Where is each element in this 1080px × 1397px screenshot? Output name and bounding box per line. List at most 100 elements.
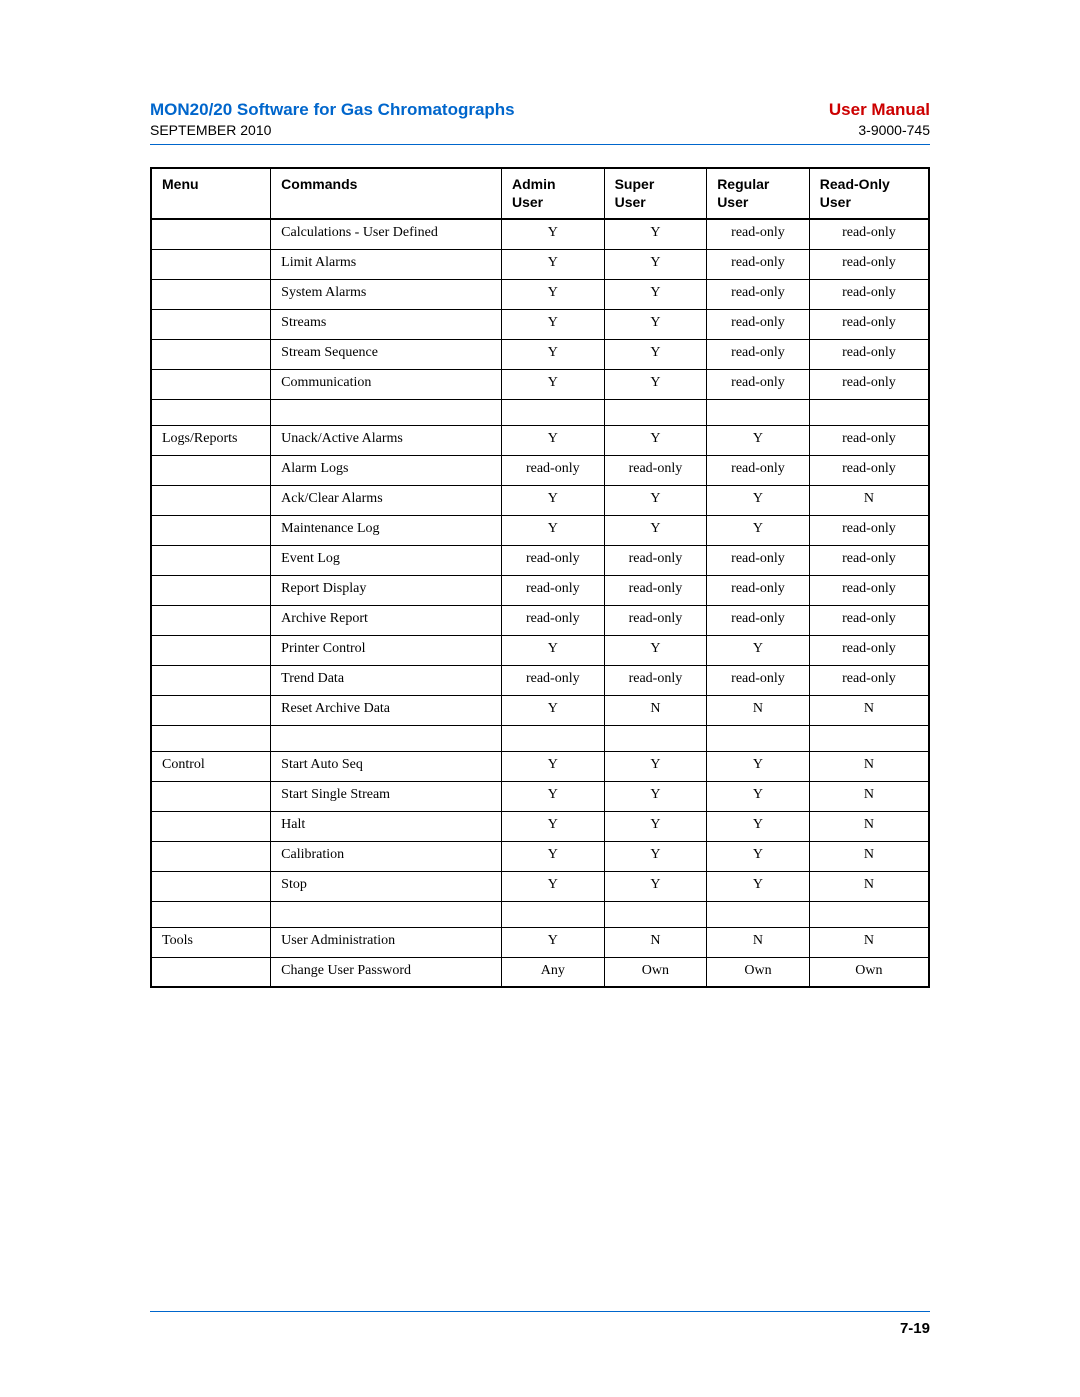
table-row: Reset Archive DataYNNN — [151, 695, 929, 725]
command-cell: System Alarms — [271, 279, 502, 309]
super-cell: read-only — [604, 605, 707, 635]
spacer-cell — [502, 399, 605, 425]
command-cell: Stop — [271, 871, 502, 901]
regular-cell: Y — [707, 781, 810, 811]
regular-cell: read-only — [707, 545, 810, 575]
command-cell: Start Single Stream — [271, 781, 502, 811]
readonly-cell: N — [809, 927, 929, 957]
sub-header-row: SEPTEMBER 2010 3-9000-745 — [150, 122, 930, 145]
spacer-cell — [707, 901, 810, 927]
admin-cell: Any — [502, 957, 605, 987]
readonly-cell: read-only — [809, 515, 929, 545]
col-admin-user: AdminUser — [502, 168, 605, 219]
super-cell: Y — [604, 369, 707, 399]
menu-cell — [151, 575, 271, 605]
spacer-cell — [151, 725, 271, 751]
spacer-cell — [707, 725, 810, 751]
readonly-cell: N — [809, 751, 929, 781]
menu-cell — [151, 811, 271, 841]
super-cell: Y — [604, 249, 707, 279]
readonly-cell: read-only — [809, 219, 929, 249]
admin-cell: Y — [502, 871, 605, 901]
doc-title: MON20/20 Software for Gas Chromatographs — [150, 100, 515, 120]
menu-cell — [151, 219, 271, 249]
permissions-table: Menu Commands AdminUser SuperUser Regula… — [150, 167, 930, 988]
readonly-cell: read-only — [809, 369, 929, 399]
admin-cell: Y — [502, 425, 605, 455]
admin-cell: read-only — [502, 575, 605, 605]
admin-cell: Y — [502, 635, 605, 665]
spacer-cell — [707, 399, 810, 425]
menu-cell: Logs/Reports — [151, 425, 271, 455]
readonly-cell: read-only — [809, 545, 929, 575]
table-row: StopYYYN — [151, 871, 929, 901]
command-cell: Report Display — [271, 575, 502, 605]
regular-cell: Y — [707, 841, 810, 871]
menu-cell — [151, 545, 271, 575]
command-cell: Start Auto Seq — [271, 751, 502, 781]
menu-cell — [151, 485, 271, 515]
readonly-cell: Own — [809, 957, 929, 987]
spacer-cell — [151, 901, 271, 927]
table-row: Start Single StreamYYYN — [151, 781, 929, 811]
document-page: MON20/20 Software for Gas Chromatographs… — [0, 0, 1080, 1397]
admin-cell: Y — [502, 485, 605, 515]
spacer-cell — [604, 725, 707, 751]
menu-cell — [151, 665, 271, 695]
admin-cell: read-only — [502, 665, 605, 695]
menu-cell — [151, 781, 271, 811]
spacer-cell — [151, 399, 271, 425]
readonly-cell: read-only — [809, 339, 929, 369]
table-header-row: Menu Commands AdminUser SuperUser Regula… — [151, 168, 929, 219]
menu-cell — [151, 339, 271, 369]
command-cell: Trend Data — [271, 665, 502, 695]
table-row: StreamsYYread-onlyread-only — [151, 309, 929, 339]
regular-cell: read-only — [707, 605, 810, 635]
table-row — [151, 399, 929, 425]
table-row: CalibrationYYYN — [151, 841, 929, 871]
command-cell: Ack/Clear Alarms — [271, 485, 502, 515]
table-row: System AlarmsYYread-onlyread-only — [151, 279, 929, 309]
super-cell: Y — [604, 339, 707, 369]
readonly-cell: read-only — [809, 575, 929, 605]
menu-cell — [151, 455, 271, 485]
command-cell: Event Log — [271, 545, 502, 575]
super-cell: Y — [604, 841, 707, 871]
readonly-cell: read-only — [809, 309, 929, 339]
spacer-cell — [502, 725, 605, 751]
regular-cell: read-only — [707, 309, 810, 339]
regular-cell: read-only — [707, 249, 810, 279]
menu-cell — [151, 309, 271, 339]
super-cell: read-only — [604, 455, 707, 485]
readonly-cell: N — [809, 871, 929, 901]
readonly-cell: N — [809, 485, 929, 515]
regular-cell: read-only — [707, 665, 810, 695]
menu-cell — [151, 279, 271, 309]
super-cell: Y — [604, 635, 707, 665]
super-cell: read-only — [604, 545, 707, 575]
spacer-cell — [271, 901, 502, 927]
table-body: Calculations - User DefinedYYread-onlyre… — [151, 219, 929, 987]
doc-number: 3-9000-745 — [858, 122, 930, 138]
regular-cell: Y — [707, 515, 810, 545]
super-cell: Y — [604, 515, 707, 545]
regular-cell: read-only — [707, 369, 810, 399]
table-row: Logs/ReportsUnack/Active AlarmsYYYread-o… — [151, 425, 929, 455]
command-cell: Alarm Logs — [271, 455, 502, 485]
page-number: 7-19 — [900, 1320, 930, 1337]
header-row: MON20/20 Software for Gas Chromatographs… — [150, 100, 930, 120]
readonly-cell: read-only — [809, 455, 929, 485]
regular-cell: N — [707, 695, 810, 725]
regular-cell: read-only — [707, 279, 810, 309]
menu-cell — [151, 605, 271, 635]
readonly-cell: read-only — [809, 249, 929, 279]
super-cell: Y — [604, 781, 707, 811]
menu-cell — [151, 515, 271, 545]
doc-date: SEPTEMBER 2010 — [150, 122, 271, 138]
table-row: Archive Reportread-onlyread-onlyread-onl… — [151, 605, 929, 635]
super-cell: Y — [604, 871, 707, 901]
command-cell: Halt — [271, 811, 502, 841]
super-cell: Y — [604, 219, 707, 249]
readonly-cell: N — [809, 695, 929, 725]
admin-cell: Y — [502, 515, 605, 545]
